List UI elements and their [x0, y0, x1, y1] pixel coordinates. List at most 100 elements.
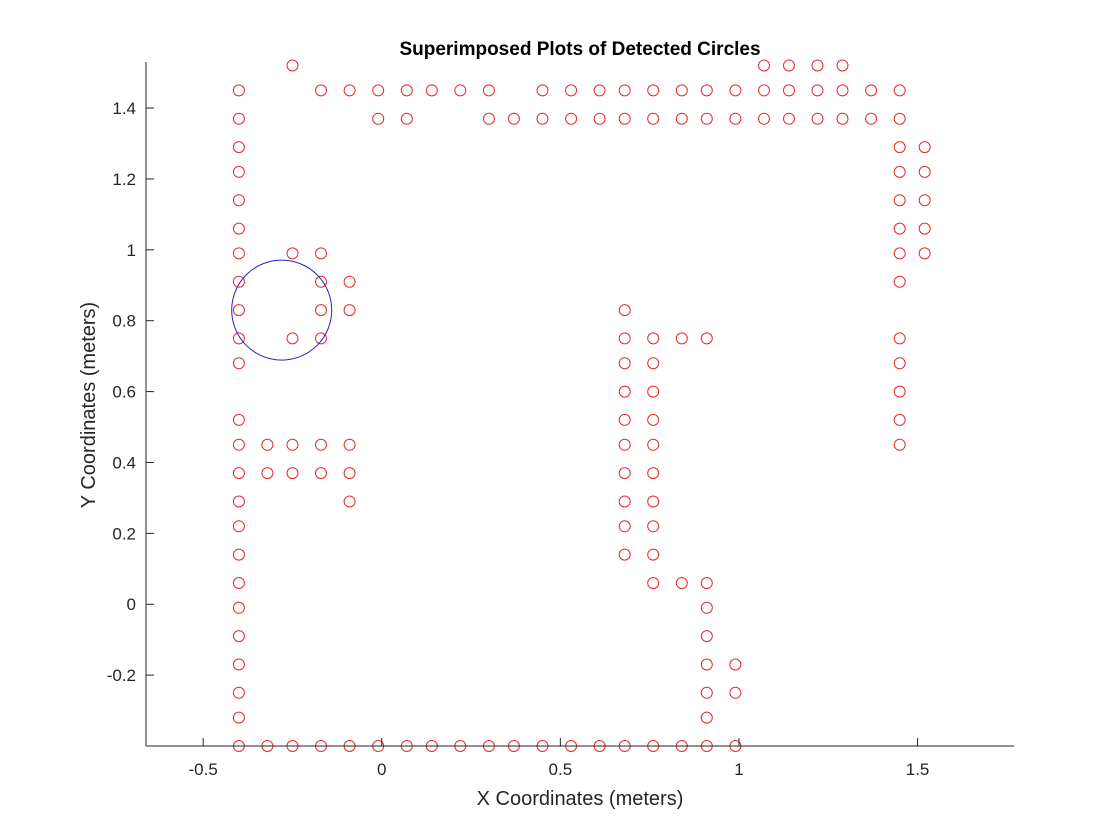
y-tick-label: 1	[127, 241, 136, 260]
detected-circle-marker	[893, 165, 906, 178]
detected-circle-marker	[565, 84, 578, 97]
detected-circle-marker	[618, 84, 631, 97]
detected-circle-marker	[893, 438, 906, 451]
detected-circle-marker	[618, 495, 631, 508]
detected-circle-marker	[729, 84, 742, 97]
y-tick-label: 0.6	[112, 383, 136, 402]
detected-circle-marker	[700, 112, 713, 125]
y-tick-label: 1.2	[112, 170, 136, 189]
detected-circle-marker	[343, 495, 356, 508]
detected-circle-marker	[232, 601, 245, 614]
detected-circle-marker	[836, 84, 849, 97]
detected-circle-marker	[865, 112, 878, 125]
detected-circle-marker	[343, 304, 356, 317]
detected-circle-marker	[811, 112, 824, 125]
detected-circle-marker	[261, 467, 274, 480]
y-tick-label: 0	[127, 595, 136, 614]
detected-circle-marker	[647, 467, 660, 480]
detected-circle-marker	[372, 112, 385, 125]
detected-circle-marker	[700, 577, 713, 589]
detected-circle-marker	[700, 601, 713, 614]
detected-circle-marker	[286, 247, 299, 260]
detected-circle-marker	[232, 141, 245, 154]
detected-circle-marker	[232, 467, 245, 480]
detected-circle-marker	[454, 84, 467, 97]
detected-circle-marker	[232, 630, 245, 643]
detected-circle-marker	[536, 84, 549, 97]
detected-circle-marker	[315, 467, 327, 480]
x-tick-label: 1	[734, 760, 743, 779]
x-tick-label: -0.5	[189, 760, 218, 779]
detected-circle-marker	[425, 84, 438, 97]
detected-circle-marker	[729, 658, 742, 671]
detected-circle-marker	[232, 520, 245, 533]
detected-circle-marker	[232, 711, 245, 724]
detected-circle-marker	[893, 385, 906, 398]
detected-circle-marker	[893, 141, 906, 154]
detected-circle-marker	[647, 357, 660, 370]
detected-circle-marker	[232, 438, 245, 451]
detected-circle-marker	[675, 84, 688, 97]
detected-circle-marker	[232, 577, 245, 589]
detected-circle-marker	[372, 84, 385, 97]
detected-circle-marker	[232, 275, 245, 288]
detected-circle-marker	[865, 84, 878, 97]
x-axis-title: X Coordinates (meters)	[477, 788, 684, 810]
detected-circle-marker	[232, 304, 245, 317]
detected-circle-marker	[811, 84, 824, 97]
detected-circle-marker	[482, 112, 495, 125]
detected-circle-marker	[675, 112, 688, 125]
detected-circle-marker	[729, 112, 742, 125]
detected-circle-marker	[400, 112, 413, 125]
detected-circle-marker	[647, 438, 660, 451]
detected-circle-marker	[647, 84, 660, 97]
x-axis-ticks: -0.5 0 0.5 1 1.5	[189, 738, 929, 779]
detected-circle-marker	[315, 247, 327, 260]
detected-circle-marker	[618, 357, 631, 370]
plot-area	[231, 59, 931, 752]
y-tick-label: 1.4	[112, 99, 136, 118]
detected-circle-marker	[675, 332, 688, 345]
detected-circle-marker	[647, 495, 660, 508]
detected-circle-marker	[232, 84, 245, 97]
detected-circle-marker	[232, 222, 245, 235]
detected-circle-marker	[618, 112, 631, 125]
detected-circle-marker	[675, 577, 688, 589]
detected-circle-marker	[647, 385, 660, 398]
detected-circle-marker	[893, 222, 906, 235]
detected-circle-marker	[343, 84, 356, 97]
detected-circle-marker	[232, 332, 245, 345]
detected-circle-marker	[729, 686, 742, 699]
detected-circle-marker	[286, 467, 299, 480]
detected-circle-marker	[232, 413, 245, 426]
detected-circle-marker	[315, 304, 327, 317]
detected-circle-marker	[232, 194, 245, 207]
detected-circle-marker	[232, 357, 245, 370]
y-tick-label: -0.2	[107, 666, 136, 685]
detected-circle-marker	[758, 112, 770, 125]
detected-circle-marker	[647, 332, 660, 345]
detected-circle-marker	[893, 357, 906, 370]
chart-title: Superimposed Plots of Detected Circles	[399, 39, 760, 60]
detected-circle-marker	[286, 438, 299, 451]
detected-circle-marker	[836, 59, 849, 72]
detected-circle-marker	[700, 332, 713, 345]
large-detected-circle	[231, 259, 333, 361]
detected-circle-marker	[618, 467, 631, 480]
detected-circle-marker	[893, 275, 906, 288]
detected-circle-marker	[232, 495, 245, 508]
detected-circle-marker	[811, 59, 824, 72]
detected-circle-marker	[232, 658, 245, 671]
detected-circle-marker	[647, 112, 660, 125]
detected-circle-marker	[232, 112, 245, 125]
detected-circle-marker	[232, 686, 245, 699]
detected-circle-marker	[618, 332, 631, 345]
detected-circle-marker	[700, 84, 713, 97]
detected-circle-marker	[315, 332, 327, 345]
detected-circle-marker	[893, 84, 906, 97]
detected-circle-marker	[647, 577, 660, 589]
detected-circle-marker	[286, 332, 299, 345]
detected-circle-marker	[893, 247, 906, 260]
detected-circle-marker	[343, 275, 356, 288]
